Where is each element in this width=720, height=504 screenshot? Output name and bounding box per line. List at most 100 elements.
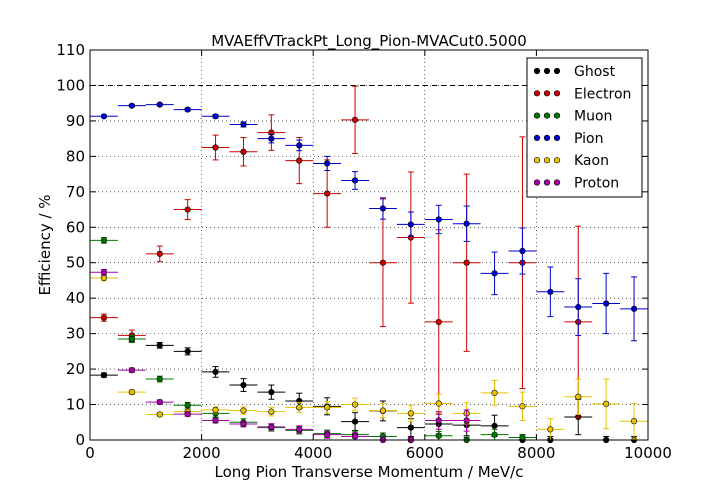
muon-point <box>100 237 108 244</box>
ghost-point <box>156 342 163 349</box>
legend-marker-pion <box>553 134 561 141</box>
kaon-point <box>324 404 331 411</box>
legend-marker-electron <box>543 90 551 97</box>
x-tick-label: 10000 <box>624 444 672 462</box>
legend-marker-pion <box>533 134 541 141</box>
kaon-point <box>575 393 582 400</box>
kaon-point <box>547 426 554 433</box>
legend-label-ghost: Ghost <box>574 64 616 80</box>
legend: Ghost Electron Muon Pion Kaon Proton <box>526 57 643 198</box>
pion-point <box>379 205 387 212</box>
ghost-point <box>268 389 275 396</box>
ghost-point <box>240 381 247 389</box>
electron-point <box>435 318 442 326</box>
legend-box <box>526 57 643 198</box>
proton-point <box>435 417 442 424</box>
kaon-point <box>212 406 219 413</box>
pion-point <box>184 106 191 113</box>
chart-title: MVAEffVTrackPt_Long_Pion-MVACut0.5000 <box>211 32 527 51</box>
pion-point <box>351 177 359 184</box>
ghost-point <box>100 372 108 379</box>
muon-point <box>156 375 163 383</box>
electron-point <box>156 250 163 257</box>
ghost-point <box>491 422 498 429</box>
legend-marker-kaon <box>533 157 541 164</box>
y-tick-label: 40 <box>66 289 85 307</box>
legend-marker-proton <box>543 179 551 186</box>
muon-point <box>519 434 526 441</box>
legend-label-kaon: Kaon <box>574 153 609 169</box>
legend-marker-ghost <box>553 67 561 75</box>
muon-point <box>491 431 498 438</box>
legend-label-proton: Proton <box>574 176 619 192</box>
legend-item-proton: Proton <box>533 176 619 192</box>
kaon-point <box>491 389 498 396</box>
legend-marker-muon <box>543 112 551 119</box>
electron-point <box>212 144 219 151</box>
y-tick-label: 20 <box>66 360 85 378</box>
pion-point <box>547 288 554 295</box>
proton-point <box>463 417 470 424</box>
pion-point <box>240 121 247 128</box>
electron-point <box>296 157 303 164</box>
legend-label-pion: Pion <box>574 131 603 147</box>
legend-marker-proton <box>553 179 561 186</box>
legend-marker-proton <box>533 179 541 186</box>
kaon-point <box>407 410 414 417</box>
y-tick-label: 70 <box>66 183 85 201</box>
ghost-point <box>212 368 219 376</box>
pion-point <box>296 142 303 149</box>
legend-marker-ghost <box>543 67 551 75</box>
y-tick-label: 30 <box>66 325 85 343</box>
legend-marker-pion <box>543 134 551 141</box>
electron-point <box>184 206 191 213</box>
y-tick-label: 0 <box>75 431 85 449</box>
legend-item-kaon: Kaon <box>533 153 609 169</box>
pion-point <box>575 303 582 311</box>
y-tick-label: 80 <box>66 147 85 165</box>
legend-marker-muon <box>533 112 541 119</box>
legend-item-pion: Pion <box>533 131 603 147</box>
proton-point <box>184 411 191 418</box>
electron-point <box>324 190 331 197</box>
electron-point <box>100 314 108 321</box>
legend-marker-kaon <box>543 157 551 164</box>
electron-point <box>463 259 470 266</box>
pion-point <box>435 216 442 223</box>
y-tick-label: 60 <box>66 218 85 236</box>
proton-point <box>268 423 275 430</box>
x-tick-label: 8000 <box>517 444 555 462</box>
y-tick-label: 10 <box>66 396 85 414</box>
ghost-point <box>351 418 359 425</box>
pion-point <box>100 113 108 120</box>
y-tick-label: 110 <box>56 41 85 59</box>
pion-point <box>128 102 135 109</box>
ghost-point <box>184 348 191 355</box>
proton-point <box>128 367 135 374</box>
pion-point <box>463 220 470 227</box>
proton-point <box>212 417 219 424</box>
kaon-point <box>240 407 247 414</box>
pion-point <box>324 160 331 167</box>
kaon-point <box>379 407 387 414</box>
kaon-point <box>128 389 135 396</box>
pion-point <box>630 305 638 312</box>
proton-point <box>240 420 247 428</box>
legend-marker-muon <box>553 112 561 119</box>
muon-point <box>435 432 442 439</box>
x-tick-label: 6000 <box>406 444 444 462</box>
y-tick-label: 100 <box>56 76 85 94</box>
series-kaon <box>90 274 648 441</box>
legend-item-muon: Muon <box>533 109 612 125</box>
legend-item-ghost: Ghost <box>533 64 616 80</box>
pion-point <box>491 270 498 277</box>
pion-point <box>268 135 275 142</box>
proton-point <box>100 269 108 276</box>
y-axis-label: Efficiency / % <box>36 194 54 295</box>
pion-point <box>407 221 414 228</box>
legend-marker-electron <box>533 90 541 97</box>
proton-point <box>296 426 303 433</box>
proton-point <box>324 431 331 438</box>
electron-point <box>379 259 387 266</box>
